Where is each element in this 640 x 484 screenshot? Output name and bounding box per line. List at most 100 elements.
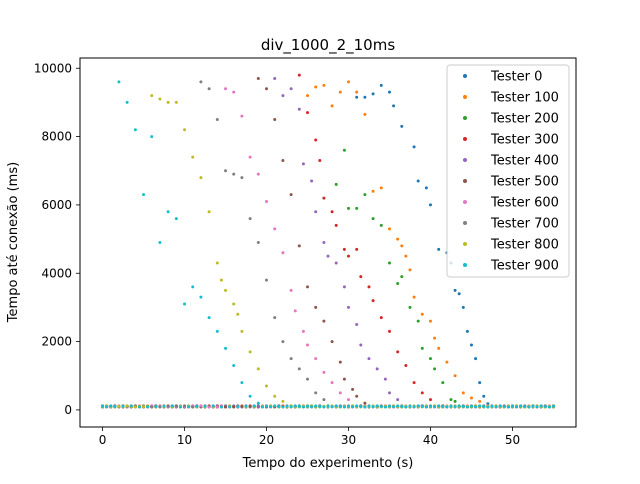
data-point <box>351 387 355 391</box>
data-point <box>437 346 441 350</box>
data-point <box>281 340 285 344</box>
data-point <box>437 404 441 408</box>
data-point <box>265 200 269 203</box>
data-point <box>326 254 330 258</box>
data-point <box>453 405 457 409</box>
data-point <box>178 405 182 409</box>
data-point <box>306 404 309 408</box>
data-point <box>428 357 432 361</box>
data-point <box>363 95 367 99</box>
data-point <box>289 357 293 361</box>
data-point <box>191 285 195 289</box>
data-point <box>248 217 252 221</box>
data-point <box>244 404 248 408</box>
data-point <box>183 128 187 132</box>
data-point <box>166 404 170 408</box>
data-point <box>338 90 342 94</box>
data-point <box>416 319 420 323</box>
data-point <box>187 405 191 409</box>
data-point <box>363 112 367 116</box>
data-point <box>363 405 367 409</box>
data-point <box>322 319 326 323</box>
data-point <box>166 210 170 214</box>
legend-marker <box>463 263 467 267</box>
data-point <box>347 398 350 402</box>
data-point <box>367 404 371 408</box>
data-point <box>191 155 195 159</box>
data-point <box>367 357 371 361</box>
data-point <box>457 404 461 408</box>
legend-label: Tester 600 <box>490 196 559 211</box>
data-point <box>551 404 555 408</box>
data-point <box>400 124 404 128</box>
data-point <box>129 404 133 408</box>
data-point <box>363 401 367 405</box>
data-point <box>486 402 490 406</box>
data-point <box>232 172 236 176</box>
legend-label: Tester 0 <box>490 70 542 85</box>
data-point <box>482 404 486 408</box>
legend-box <box>446 64 570 278</box>
data-point <box>334 261 338 265</box>
data-point <box>297 244 301 248</box>
data-point <box>355 95 359 99</box>
data-point <box>146 405 150 409</box>
data-point <box>355 404 359 408</box>
data-point <box>322 370 326 374</box>
data-point <box>408 268 412 272</box>
data-point <box>199 404 203 408</box>
data-point <box>174 100 178 104</box>
data-point <box>527 405 531 409</box>
data-point <box>347 80 350 84</box>
data-point <box>297 367 301 371</box>
data-point <box>334 223 338 227</box>
data-point <box>342 377 346 381</box>
data-point <box>523 404 527 408</box>
data-point <box>170 404 174 408</box>
data-point <box>433 405 437 409</box>
data-point <box>408 305 412 309</box>
data-point <box>314 305 318 309</box>
data-point <box>355 247 359 251</box>
data-point <box>371 299 375 303</box>
data-point <box>314 404 318 408</box>
data-point <box>256 404 260 408</box>
data-point <box>273 118 277 121</box>
data-point <box>174 217 178 221</box>
data-point <box>240 329 244 333</box>
legend-marker <box>463 137 467 141</box>
data-point <box>367 285 371 289</box>
legend: Tester 0 Tester 100 Tester 200 Tester 300 Te… <box>446 64 570 278</box>
data-point <box>371 217 375 221</box>
data-point <box>314 138 318 142</box>
data-point <box>117 404 121 408</box>
data-point <box>412 145 416 149</box>
data-point <box>224 288 228 292</box>
data-point <box>338 391 342 395</box>
data-point <box>486 405 490 409</box>
data-point <box>289 288 293 292</box>
x-tick-label: 10 <box>177 433 192 447</box>
data-point <box>322 196 326 200</box>
legend-items: Tester 0 Tester 100 Tester 200 Tester 300 Te… <box>463 70 559 274</box>
data-point <box>355 323 359 326</box>
data-point <box>224 346 228 350</box>
data-point <box>420 404 424 408</box>
data-point <box>465 329 469 333</box>
data-point <box>342 247 346 251</box>
data-point <box>281 399 285 403</box>
data-point <box>297 404 301 408</box>
data-point <box>203 404 207 408</box>
data-point <box>301 329 305 333</box>
data-point <box>137 405 141 409</box>
data-point <box>474 357 478 361</box>
data-point <box>265 404 269 408</box>
data-point <box>355 206 359 210</box>
data-point <box>310 179 314 183</box>
data-point <box>502 404 506 408</box>
data-point <box>273 227 277 231</box>
data-point <box>240 176 244 180</box>
data-point <box>396 282 400 285</box>
data-point <box>547 405 551 409</box>
